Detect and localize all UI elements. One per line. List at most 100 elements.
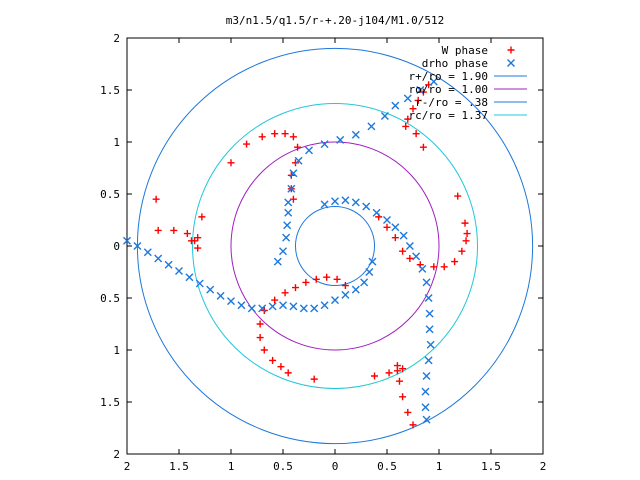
y-tick-label: 1.5 [100,396,120,409]
legend-label: W phase [442,44,488,57]
legend-label: drho phase [422,57,488,70]
drho-phase-point [421,387,430,396]
ticks-layer: 2 1.5 1 0.5 0 0.5 1 1.5 221.510.500.511.52 [100,32,546,473]
drho-phase-point [399,231,408,240]
drho-phase-point [284,208,293,217]
w-phase-point [463,230,471,238]
drho-phase-point [123,236,131,245]
drho-phase-point [175,266,183,275]
drho-phase-point [185,273,194,282]
w-phase-point [409,421,417,429]
drho-phase-point [429,77,438,86]
y-tick-label: 1.5 [100,84,120,97]
drho-phase-point [422,278,431,287]
drho-phase-point [320,140,329,149]
w-phase-point [399,247,407,255]
drho-phase-point [425,309,434,318]
w-phase-point [399,365,407,373]
y-tick-label: 0 [113,240,120,253]
w-phase-point [256,334,264,342]
drho-phase-point [282,233,291,242]
drho-phase-point [237,301,246,310]
drho-phase-point [383,216,391,224]
drho-phase-point [305,146,313,155]
w-phase-point [269,356,277,364]
drho-phase-point [216,291,225,300]
legend-label: r+/ro = 1.90 [409,70,488,83]
drho-phase-point [425,325,434,334]
w-phase-point [391,234,399,242]
drho-phase-point [143,248,152,257]
w-phase-point [412,130,420,138]
w-phase-point [406,254,414,262]
x-tick-label: 1 [436,460,443,473]
points-layer [123,77,471,429]
circle-5 [192,103,478,389]
w-phase-point [284,369,292,377]
w-phase-point [395,377,403,385]
circle-4 [294,205,376,287]
w-phase-point [409,105,417,113]
w-phase-point [323,273,331,281]
x-tick-label: 1.5 [481,460,501,473]
w-phase-point [291,159,299,167]
y-tick-label: 2 [113,448,120,461]
w-phase-point [402,122,410,130]
w-phase-point [385,369,393,377]
w-phase-point [256,320,264,328]
x-tick-label: 0 [332,460,339,473]
drho-phase-point [331,296,339,305]
legend-swatch-plus [507,46,515,54]
w-phase-point [419,88,427,96]
w-phase-point [198,213,206,221]
drho-phase-point [422,415,431,424]
y-tick-label: 0.5 [100,292,120,305]
circle-3 [230,141,440,351]
drho-phase-point [412,252,421,261]
w-phase-point [271,296,279,304]
x-tick-label: 1 [228,460,235,473]
y-tick-label: 2 [113,32,120,45]
w-phase-point [243,140,251,148]
w-phase-point [454,192,462,200]
drho-phase-point [283,221,292,230]
drho-phase-point [320,301,329,310]
drho-phase-point [154,254,163,263]
x-tick-label: 2 [540,460,547,473]
x-tick-label: 1.5 [169,460,189,473]
drho-phase-point [279,301,287,310]
w-phase-point [277,363,285,371]
drho-phase-point [320,200,329,209]
drho-phase-point [351,130,360,139]
w-phase-point [271,130,279,138]
w-phase-point [294,143,302,151]
drho-phase-point [367,122,376,131]
drho-phase-point [341,196,350,205]
w-phase-point [310,375,318,383]
drho-phase-point [351,285,360,294]
w-phase-point [393,367,401,375]
drho-phase-point [268,302,277,311]
w-phase-point [371,372,379,380]
drho-phase-point [289,302,298,311]
w-phase-point [462,237,470,245]
drho-phase-point [380,112,389,120]
w-phase-point [341,282,349,290]
drho-phase-point [372,208,381,217]
w-phase-point [440,263,448,271]
drho-phase-point [299,304,308,313]
drho-phase-point [405,242,414,250]
w-phase-point [419,143,427,151]
drho-phase-point [426,340,435,349]
w-phase-point [458,247,466,255]
w-phase-point [260,346,268,354]
drho-phase-point [287,184,296,193]
w-phase-point [461,219,469,227]
w-phase-point [170,226,178,234]
drho-phase-point [294,156,303,165]
legend-label: r-/ro = .38 [415,96,488,109]
drho-phase-point [424,294,433,302]
x-tick-label: 2 [124,460,131,473]
drho-phase-point [362,202,371,211]
